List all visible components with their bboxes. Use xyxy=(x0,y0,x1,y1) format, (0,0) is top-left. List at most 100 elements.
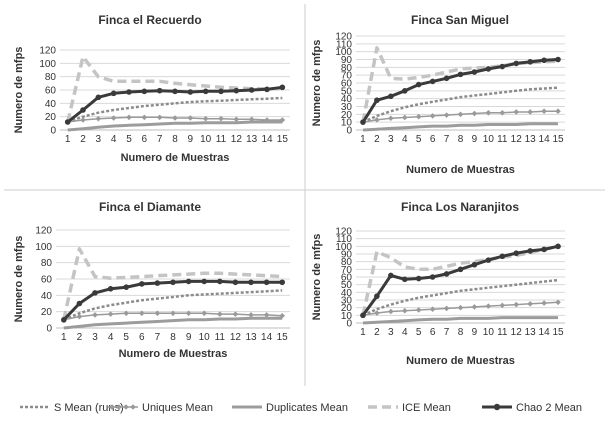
x-tick-label: 4 xyxy=(111,134,117,145)
data-point xyxy=(471,69,478,75)
data-point xyxy=(202,88,209,95)
x-tick-label: 3 xyxy=(92,332,98,343)
data-point xyxy=(457,266,464,273)
legend-label: Duplicates Mean xyxy=(266,402,348,414)
data-point xyxy=(279,117,286,123)
legend-marker xyxy=(123,404,129,410)
data-point xyxy=(485,66,492,72)
data-point xyxy=(555,299,561,306)
data-point xyxy=(95,115,102,122)
x-tick-label: 13 xyxy=(245,332,257,343)
legend-label: Chao 2 Mean xyxy=(516,402,582,414)
x-tick-label: 2 xyxy=(374,327,380,338)
legend-item: ICE Mean xyxy=(368,402,451,414)
legend-item: Chao 2 Mean xyxy=(482,402,582,414)
series-line-ice-mean xyxy=(361,244,559,316)
x-axis-title: Numero de Muestras xyxy=(119,348,228,360)
y-tick-label: 110 xyxy=(336,234,352,245)
series-line-duplicates-mean xyxy=(63,316,283,330)
data-point xyxy=(374,293,380,299)
y-tick-label: 90 xyxy=(341,55,353,66)
data-point xyxy=(233,87,240,94)
y-tick-label: 10 xyxy=(341,118,353,129)
data-point xyxy=(360,119,366,125)
data-point xyxy=(232,279,239,286)
data-point xyxy=(263,279,270,286)
x-tick-label: 8 xyxy=(458,327,464,338)
data-point xyxy=(541,57,547,64)
data-point xyxy=(485,303,492,309)
x-tick-label: 12 xyxy=(230,332,242,343)
data-point xyxy=(429,306,436,312)
y-tick-label: 0 xyxy=(346,319,352,330)
data-point xyxy=(248,279,254,286)
legend-label: S Mean (runs) xyxy=(54,402,124,414)
legend-marker xyxy=(116,404,122,410)
x-tick-label: 5 xyxy=(416,134,422,145)
y-tick-label: 60 xyxy=(341,79,353,90)
x-tick-label: 8 xyxy=(172,134,178,145)
data-point xyxy=(123,284,129,290)
x-tick-label: 1 xyxy=(65,134,71,145)
data-point xyxy=(279,84,286,91)
y-tick-label: 30 xyxy=(341,102,353,113)
data-point xyxy=(232,311,239,317)
data-point xyxy=(126,114,132,121)
data-point xyxy=(202,115,209,122)
data-point xyxy=(170,310,176,317)
data-point xyxy=(187,89,194,95)
data-point xyxy=(123,310,129,317)
y-tick-label: 40 xyxy=(341,94,353,105)
x-tick-label: 7 xyxy=(157,134,163,145)
data-point xyxy=(279,312,285,319)
data-point xyxy=(139,281,145,287)
data-point xyxy=(107,286,114,292)
y-tick-label: 120 xyxy=(335,32,352,43)
x-tick-label: 15 xyxy=(552,134,564,145)
y-tick-label: 120 xyxy=(39,46,56,57)
data-point xyxy=(374,117,380,123)
x-tick-label: 9 xyxy=(186,332,192,343)
y-axis-title: Numero de mfps xyxy=(13,236,25,323)
data-point xyxy=(218,115,224,122)
data-point xyxy=(388,308,394,315)
data-point xyxy=(154,310,161,317)
data-point xyxy=(527,248,533,254)
data-point xyxy=(555,243,561,250)
data-point xyxy=(374,97,380,104)
data-point xyxy=(187,115,194,121)
data-point xyxy=(513,301,520,308)
x-tick-label: 15 xyxy=(277,332,289,343)
data-point xyxy=(279,279,286,286)
data-point xyxy=(471,110,478,117)
x-tick-label: 7 xyxy=(444,327,450,338)
data-point xyxy=(401,88,408,94)
legend-item: Uniques Mean xyxy=(108,402,213,414)
data-point xyxy=(415,275,422,282)
data-point xyxy=(233,116,240,123)
legend-marker xyxy=(130,404,136,410)
x-tick-label: 14 xyxy=(539,134,551,145)
y-tick-label: 20 xyxy=(341,303,353,314)
y-tick-label: 30 xyxy=(341,296,353,307)
y-tick-label: 70 xyxy=(341,71,353,82)
data-point xyxy=(248,312,254,318)
x-tick-label: 3 xyxy=(96,134,102,145)
x-tick-label: 2 xyxy=(80,134,86,145)
data-point xyxy=(555,108,561,114)
data-point xyxy=(499,63,506,70)
data-point xyxy=(201,278,207,285)
x-tick-label: 12 xyxy=(511,134,523,145)
y-tick-label: 80 xyxy=(45,72,57,83)
data-point xyxy=(457,111,464,118)
legend-item: S Mean (runs) xyxy=(20,402,124,414)
x-tick-label: 11 xyxy=(216,134,227,145)
data-point xyxy=(139,310,145,317)
x-tick-label: 1 xyxy=(360,134,366,145)
data-point xyxy=(401,276,408,283)
data-point xyxy=(485,109,492,116)
x-tick-label: 6 xyxy=(430,327,436,338)
data-point xyxy=(360,312,366,319)
x-tick-label: 12 xyxy=(511,327,523,338)
y-tick-label: 60 xyxy=(341,273,353,284)
